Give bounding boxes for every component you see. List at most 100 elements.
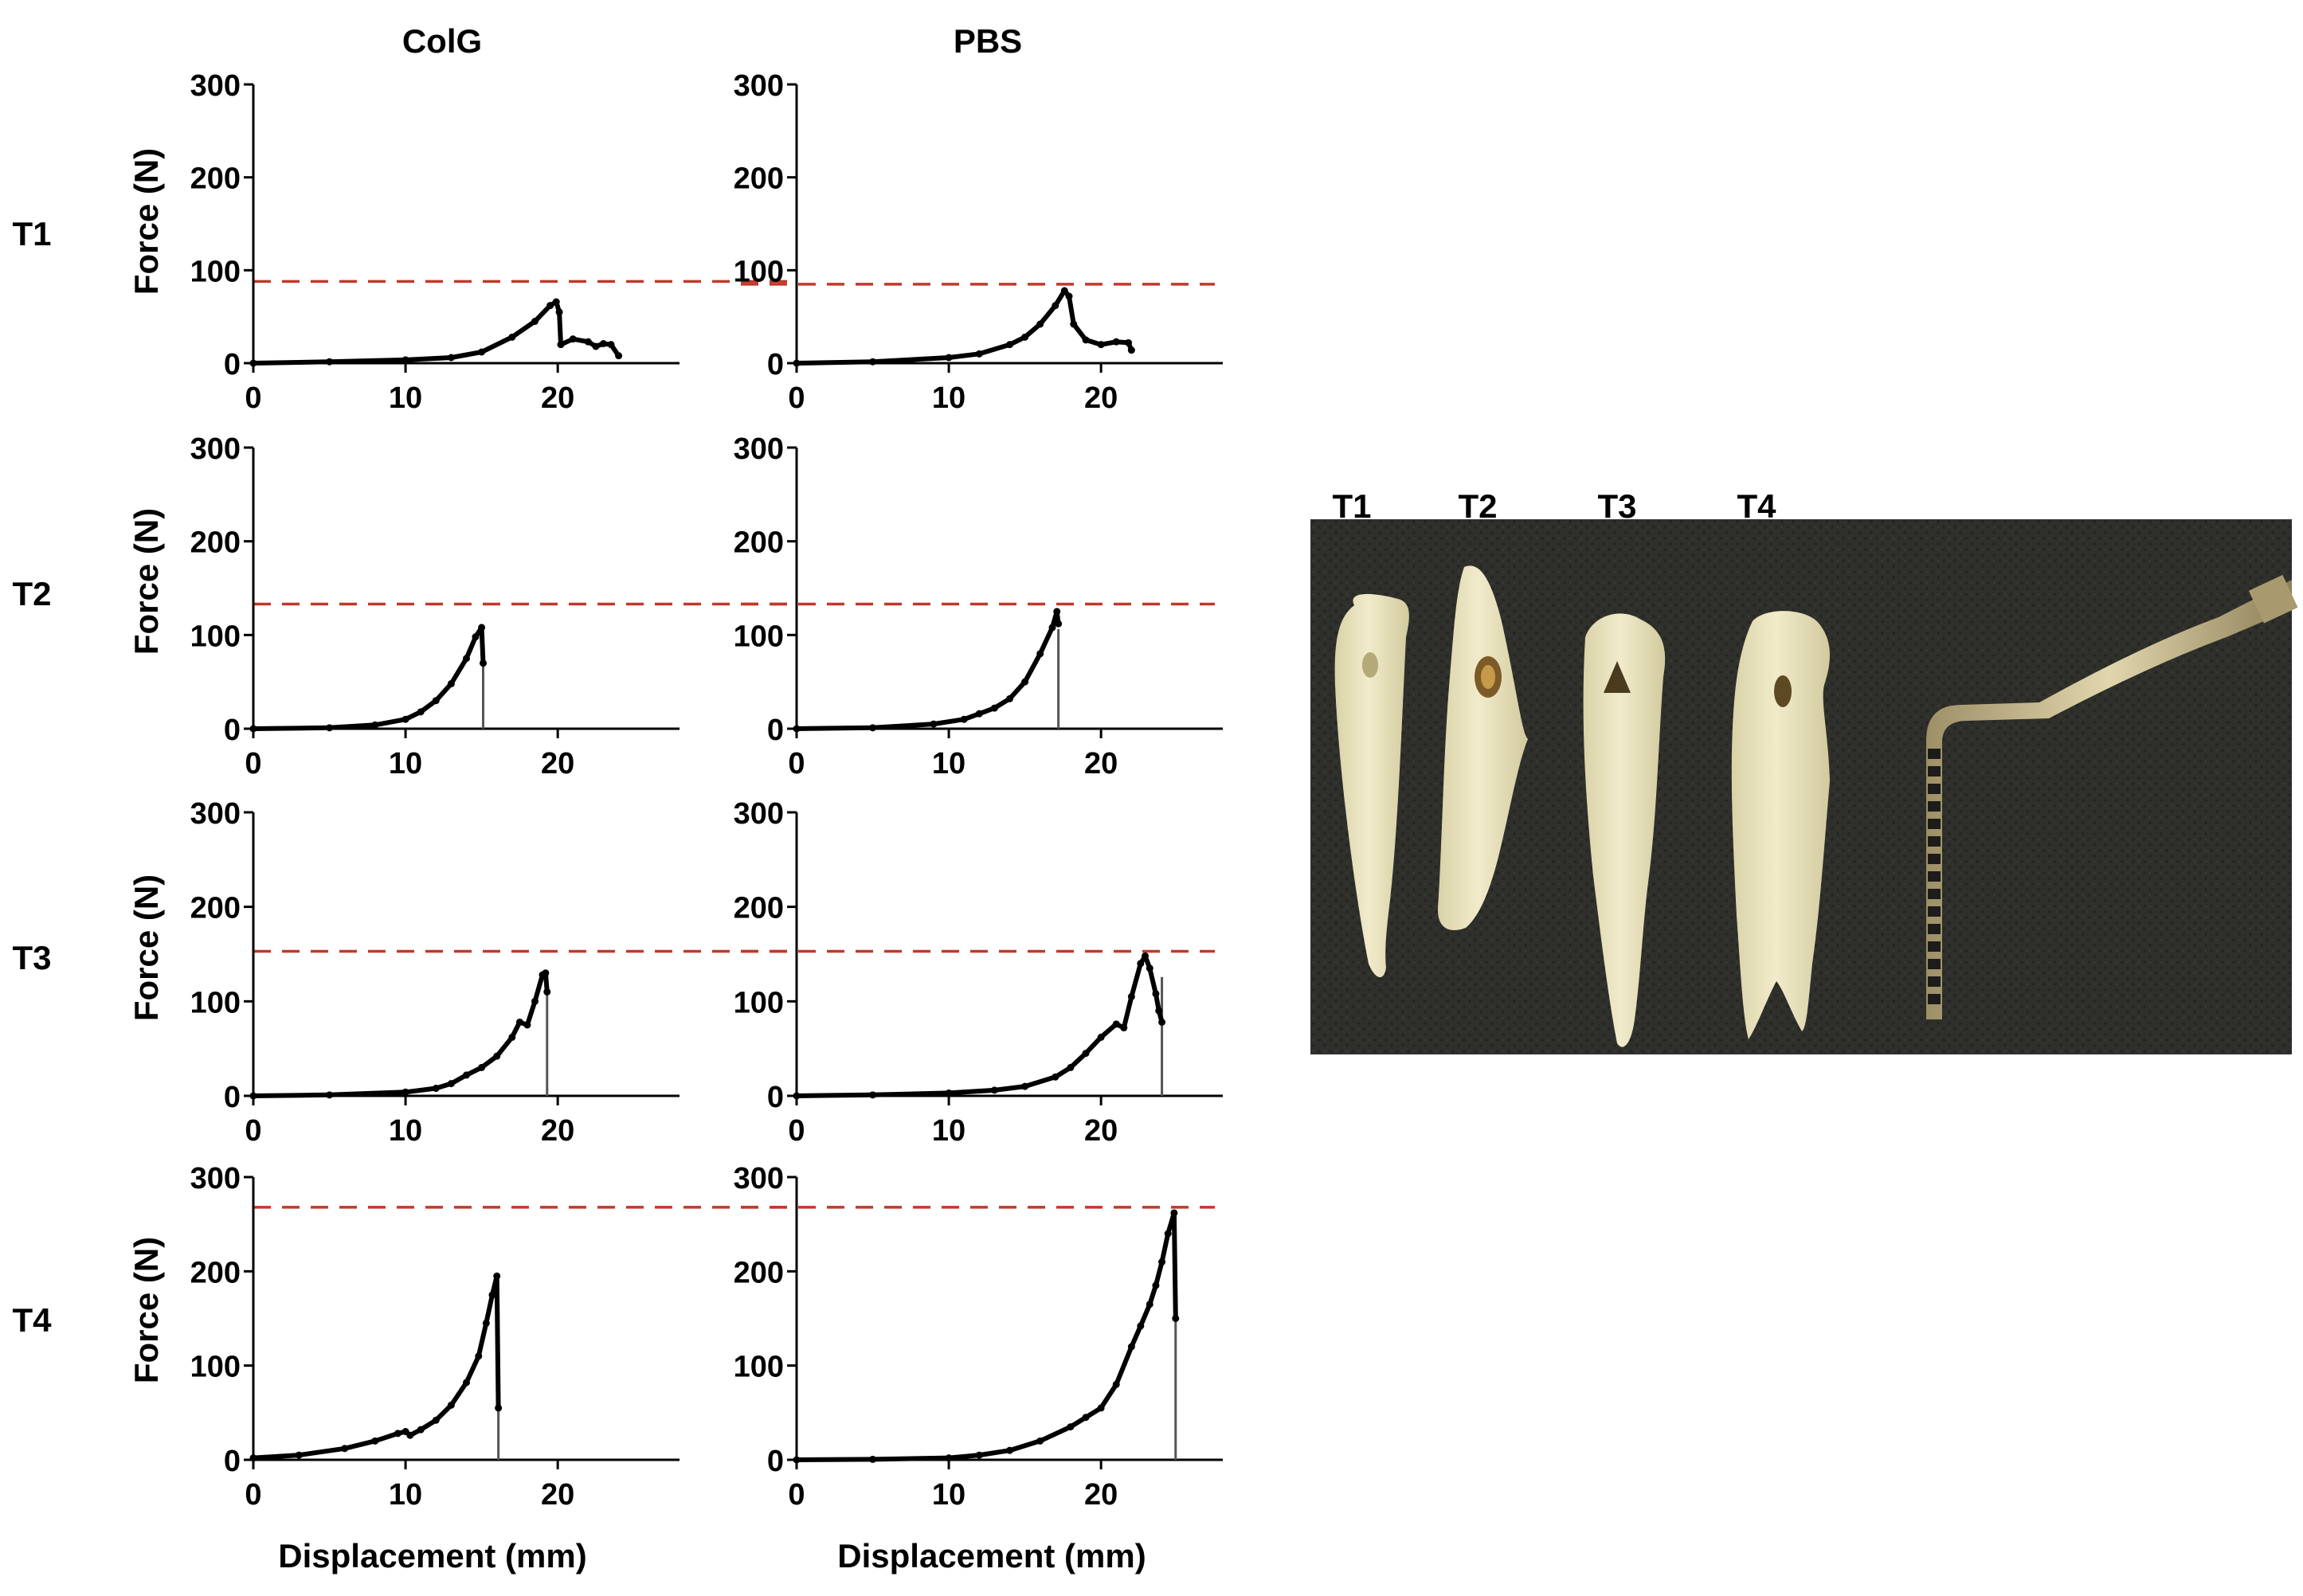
data-point-t1-colg-5 bbox=[508, 333, 516, 341]
photo-label-t1: T1 bbox=[1332, 487, 1371, 525]
data-point-t2-colg-7 bbox=[463, 655, 470, 663]
data-point-t2-pbs-0 bbox=[793, 725, 801, 733]
panel-t4-pbs: 0 100 200 300 0 10 20 bbox=[734, 1162, 1223, 1512]
panel-t4-colg: 0 100 200 300 0 10 20 bbox=[190, 1162, 797, 1512]
data-point-t1-pbs-0 bbox=[793, 359, 801, 367]
data-point-t3-pbs-17 bbox=[1158, 1018, 1166, 1026]
panel-t3-pbs: 0 100 200 300 0 10 20 bbox=[734, 797, 1223, 1148]
force-curve-t3-colg bbox=[251, 970, 550, 1098]
x-tick-label-t3-colg-10: 10 bbox=[389, 1114, 422, 1148]
y-tick-label-t1-pbs-100: 100 bbox=[734, 255, 784, 288]
data-point-t4-colg-0 bbox=[249, 1454, 257, 1462]
y-tick-label-t4-colg-300: 300 bbox=[190, 1162, 241, 1195]
x-tick-label-t2-pbs-0: 0 bbox=[788, 747, 805, 780]
row-label-t4: T4 bbox=[12, 1301, 52, 1339]
row-label-t1: T1 bbox=[12, 215, 51, 252]
data-point-t2-pbs-6 bbox=[1006, 694, 1013, 702]
x-tick-label-t2-pbs-10: 10 bbox=[932, 747, 965, 780]
specimen-t3 bbox=[1583, 613, 1666, 1047]
data-point-t1-pbs-8 bbox=[1060, 287, 1068, 295]
data-point-t4-colg-13 bbox=[488, 1291, 496, 1299]
y-tick-label-t2-colg-100: 100 bbox=[190, 620, 241, 653]
data-point-t3-pbs-6 bbox=[1067, 1063, 1075, 1071]
data-point-t3-colg-13 bbox=[542, 969, 550, 977]
y-tick-label-t3-pbs-100: 100 bbox=[734, 986, 784, 1019]
data-point-t2-pbs-7 bbox=[1021, 678, 1029, 686]
data-point-t2-colg-5 bbox=[432, 697, 440, 705]
x-tick-label-t4-colg-20: 20 bbox=[541, 1478, 574, 1512]
row-label-t2: T2 bbox=[12, 575, 51, 612]
data-point-t2-colg-9 bbox=[478, 624, 486, 632]
force-curve-t4-pbs bbox=[794, 1211, 1178, 1462]
data-point-t4-colg-11 bbox=[475, 1352, 483, 1360]
column-header-pbs: PBS bbox=[954, 22, 1022, 60]
data-point-t4-colg-9 bbox=[447, 1401, 455, 1409]
x-tick-label-t1-colg-0: 0 bbox=[245, 381, 261, 415]
x-tick-label-t4-pbs-0: 0 bbox=[788, 1478, 805, 1512]
data-point-t4-pbs-14 bbox=[1158, 1258, 1166, 1265]
data-point-t4-colg-15 bbox=[495, 1404, 503, 1412]
data-point-t1-colg-16 bbox=[615, 352, 623, 360]
data-point-t1-colg-14 bbox=[599, 340, 607, 347]
data-point-t3-pbs-11 bbox=[1127, 992, 1135, 1000]
x-tick-label-t4-pbs-20: 20 bbox=[1084, 1478, 1118, 1512]
data-point-t3-pbs-14 bbox=[1146, 964, 1153, 972]
ylabel-t2: Force (N) bbox=[127, 508, 165, 655]
y-tick-label-t3-pbs-300: 300 bbox=[734, 797, 784, 831]
data-point-t3-colg-10 bbox=[523, 1021, 531, 1029]
data-point-t1-colg-2 bbox=[401, 356, 409, 364]
data-point-t4-colg-3 bbox=[371, 1437, 379, 1445]
data-point-t2-colg-4 bbox=[417, 708, 425, 716]
data-point-t3-pbs-5 bbox=[1052, 1073, 1059, 1081]
data-point-t4-colg-4 bbox=[394, 1430, 402, 1438]
data-point-t2-colg-8 bbox=[472, 633, 480, 641]
data-point-t3-pbs-9 bbox=[1112, 1020, 1120, 1028]
y-tick-label-t1-colg-300: 300 bbox=[190, 69, 241, 103]
data-point-t2-pbs-5 bbox=[990, 704, 998, 712]
data-point-t1-pbs-5 bbox=[1021, 333, 1029, 341]
x-tick-label-t2-pbs-20: 20 bbox=[1084, 747, 1118, 780]
ylabel-t1: Force (N) bbox=[127, 148, 165, 295]
data-point-t1-pbs-11 bbox=[1082, 336, 1090, 344]
y-tick-label-t3-colg-100: 100 bbox=[190, 986, 241, 1019]
data-point-t3-pbs-15 bbox=[1152, 990, 1160, 998]
data-point-t1-colg-13 bbox=[592, 342, 600, 350]
data-point-t4-colg-14 bbox=[493, 1272, 501, 1280]
ylabel-t4: Force (N) bbox=[127, 1237, 165, 1383]
data-point-t1-colg-11 bbox=[569, 335, 577, 343]
x-tick-label-t3-colg-0: 0 bbox=[245, 1114, 261, 1148]
data-point-t4-pbs-16 bbox=[1170, 1209, 1178, 1217]
data-point-t1-pbs-10 bbox=[1070, 320, 1078, 328]
data-point-t3-colg-5 bbox=[463, 1071, 470, 1079]
data-point-t1-pbs-4 bbox=[1006, 341, 1013, 349]
data-point-t2-colg-2 bbox=[371, 721, 379, 729]
data-point-t4-colg-6 bbox=[406, 1431, 414, 1439]
data-point-t4-pbs-0 bbox=[793, 1456, 801, 1464]
force-curve-t3-pbs bbox=[794, 953, 1165, 1098]
y-tick-label-t1-pbs-300: 300 bbox=[734, 69, 784, 103]
force-curve-t2-pbs bbox=[794, 608, 1061, 731]
y-tick-label-t2-pbs-200: 200 bbox=[734, 526, 784, 560]
data-point-t3-colg-9 bbox=[515, 1018, 523, 1026]
x-tick-label-t4-pbs-10: 10 bbox=[932, 1478, 965, 1512]
data-point-t4-colg-8 bbox=[432, 1416, 440, 1424]
data-point-t4-pbs-8 bbox=[1097, 1404, 1105, 1412]
y-tick-label-t3-colg-200: 200 bbox=[190, 892, 241, 925]
data-point-t3-colg-11 bbox=[531, 997, 539, 1005]
panel-t3-colg: 0 100 200 300 0 10 20 bbox=[190, 797, 797, 1148]
data-point-t1-colg-4 bbox=[478, 348, 486, 356]
data-point-t2-colg-1 bbox=[326, 724, 334, 732]
y-tick-label-t2-pbs-0: 0 bbox=[767, 714, 784, 747]
data-point-t4-colg-10 bbox=[463, 1379, 470, 1387]
data-point-t3-pbs-2 bbox=[945, 1089, 953, 1097]
data-point-t3-colg-8 bbox=[508, 1033, 516, 1041]
data-point-t3-colg-14 bbox=[543, 988, 551, 996]
data-point-t4-colg-1 bbox=[295, 1451, 303, 1459]
y-tick-label-t4-pbs-300: 300 bbox=[734, 1162, 784, 1195]
y-tick-label-t2-colg-200: 200 bbox=[190, 526, 241, 560]
x-tick-label-t2-colg-10: 10 bbox=[389, 747, 422, 780]
data-point-t4-pbs-6 bbox=[1067, 1423, 1075, 1431]
y-tick-label-t2-colg-0: 0 bbox=[224, 714, 241, 747]
data-point-t3-pbs-16 bbox=[1155, 1007, 1163, 1015]
